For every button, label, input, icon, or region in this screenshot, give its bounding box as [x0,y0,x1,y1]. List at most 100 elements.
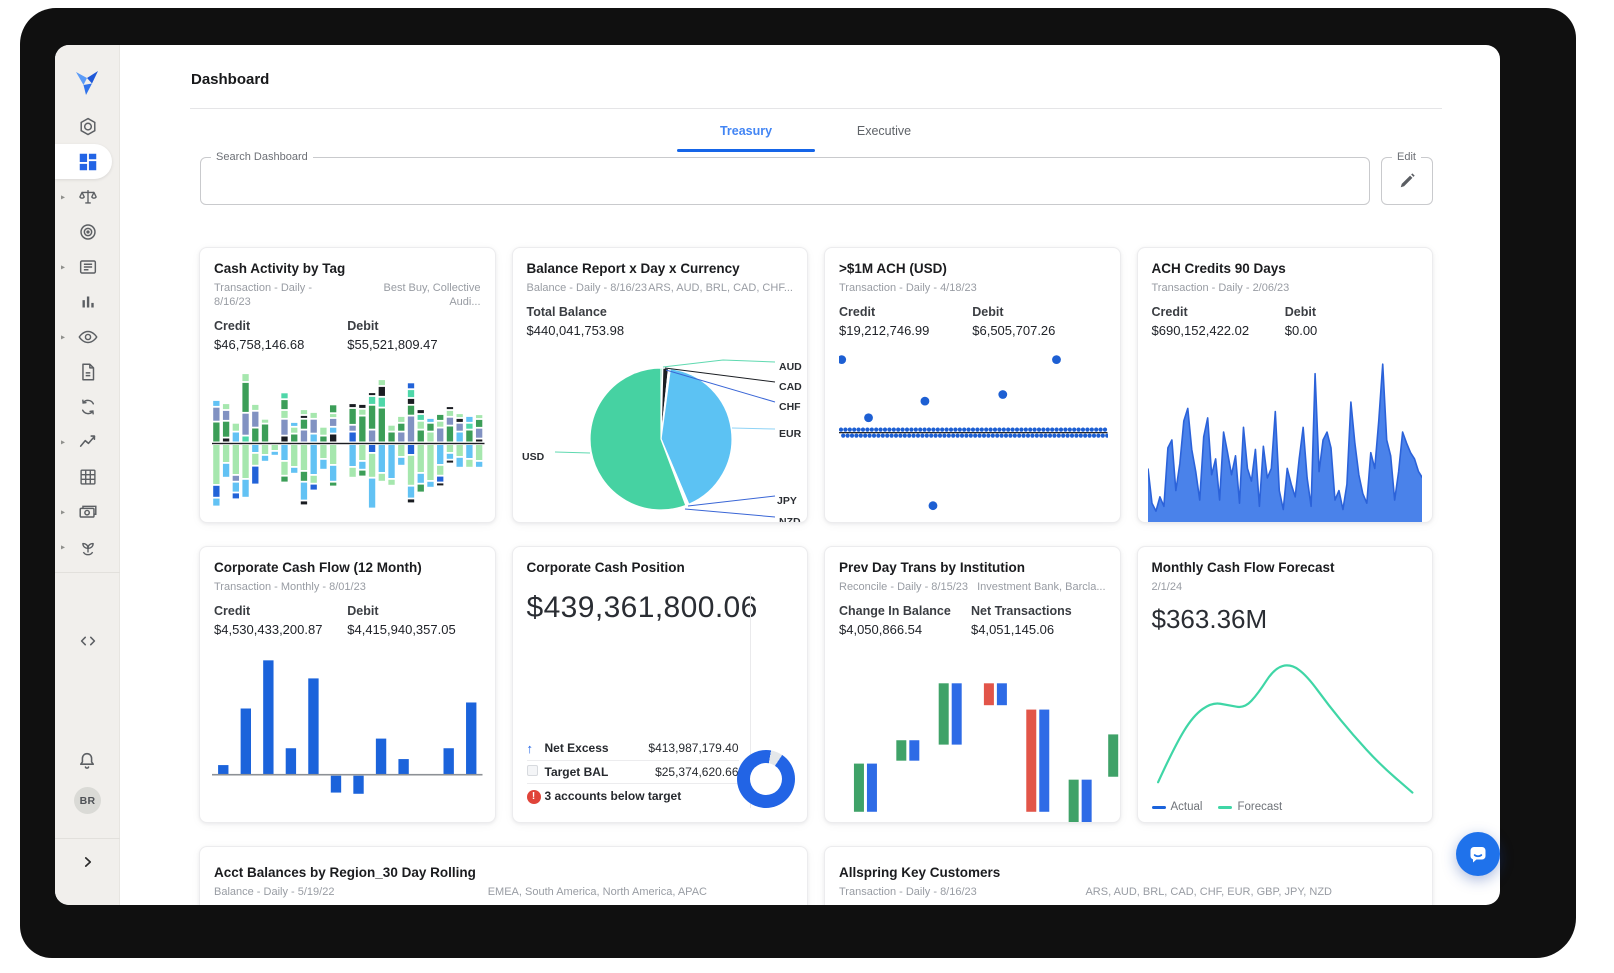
sidebar-item-dashboard[interactable] [55,144,120,179]
prev-day-floating-bar-chart [837,676,1120,822]
sidebar-item-goals[interactable] [55,214,120,249]
card-acct-balances-by-region[interactable]: Acct Balances by Region_30 Day Rolling B… [199,846,808,905]
cash-activity-stacked-bar-chart [212,370,485,520]
legend-forecast-dash [1218,805,1233,809]
trend-line-icon [77,431,99,453]
alert-icon: ! [526,788,545,804]
sidebar-item-integrations[interactable] [55,109,120,144]
card-title: ACH Credits 90 Days [1151,261,1286,276]
sidebar-item-forecasts[interactable]: ▸ [55,424,120,459]
sidebar-item-analytics[interactable] [55,284,120,319]
sidebar-item-payments[interactable]: ▸ [55,494,120,529]
sidebar-collapse-chevron-icon[interactable] [79,853,97,871]
target-checkbox-icon [526,765,545,779]
sidebar-item-developer[interactable] [55,623,120,658]
card-meta-left: Transaction - Daily - 8/16/23 [839,886,977,898]
debit-value: $55,521,809.47 [347,337,438,352]
notifications-bell-icon[interactable] [76,750,98,772]
card-title: Monthly Cash Flow Forecast [1151,560,1335,575]
card-corporate-cash-flow[interactable]: Corporate Cash Flow (12 Month) Transacti… [199,546,496,823]
total-balance-label: Total Balance [526,305,607,319]
legend-forecast-label: Forecast [1237,801,1283,813]
alert-label: 3 accounts below target [544,789,682,803]
card-title: Prev Day Trans by Institution [839,560,1026,575]
card-meta-right: ARS, AUD, BRL, CAD, CHF... [648,282,793,294]
balance-scale-icon [77,186,99,208]
card-1m-ach[interactable]: >$1M ACH (USD) Transaction - Daily - 4/1… [824,247,1121,523]
tab-treasury[interactable]: Treasury [677,113,815,152]
svg-text:AUD: AUD [779,361,802,373]
code-icon [77,630,99,652]
card-prev-day-trans[interactable]: Prev Day Trans by Institution Reconcile … [824,546,1121,823]
card-meta-right: EMEA, South America, North America, APAC [487,886,707,898]
card-cash-activity-by-tag[interactable]: Cash Activity by Tag Transaction - Daily… [199,247,496,523]
search-input[interactable] [201,158,1369,204]
vertical-divider [749,593,751,808]
cards-grid: Cash Activity by Tag Transaction - Daily… [199,247,1433,905]
svg-text:CAD: CAD [779,381,802,393]
sidebar: ▸ ▸ ▸ ▸ ▸ ▸ BR [55,45,120,905]
legend-actual-label: Actual [1170,801,1203,813]
tab-executive[interactable]: Executive [856,124,912,138]
main-content: Dashboard Treasury Executive Search Dash… [120,45,1500,905]
cash-position-amount: $439,361,800.06 [526,591,758,624]
document-icon [77,361,99,383]
card-meta-left: Balance - Daily - 8/16/23 [526,282,647,294]
sidebar-item-statements[interactable] [55,354,120,389]
sidebar-item-reports[interactable]: ▸ [55,249,120,284]
ach-credits-area-chart [1147,354,1422,522]
tab-bar: Treasury Executive [677,113,953,152]
target-bal-label: Target BAL [544,765,609,779]
chevron-expand-icon: ▸ [61,332,66,341]
cash-icon [77,501,99,523]
card-corporate-cash-position[interactable]: Corporate Cash Position $439,361,800.06 … [511,546,808,823]
user-avatar[interactable]: BR [74,787,101,814]
sidebar-item-watchlist[interactable]: ▸ [55,319,120,354]
total-balance-value: $440,041,753.98 [526,323,625,338]
cash-position-donut-chart [737,750,795,808]
ach-scatter-chart [839,348,1108,514]
card-monthly-forecast[interactable]: Monthly Cash Flow Forecast 2/1/24 $363.3… [1136,546,1433,823]
sidebar-divider [55,572,120,573]
credit-label: Credit [214,319,251,333]
chart-legend: Actual Forecast [1151,801,1283,813]
net-transactions-value: $4,051,145.06 [971,622,1055,637]
debit-value: $6,505,707.26 [972,323,1056,338]
header-divider [190,108,1442,109]
forecast-line-chart [1150,649,1421,797]
debit-label: Debit [347,319,379,333]
hexagon-badge-icon [77,116,99,138]
card-balance-report[interactable]: Balance Report x Day x Currency Balance … [511,247,808,523]
card-meta-left: Transaction - Daily - 2/06/23 [1151,282,1290,294]
chevron-expand-icon: ▸ [61,507,66,516]
sidebar-divider-bottom [55,838,120,839]
debit-value: $0.00 [1284,323,1318,338]
credit-value: $19,212,746.99 [839,323,930,338]
chat-launcher[interactable] [1456,832,1500,876]
pencil-icon [1397,171,1417,191]
sync-arrows-icon [77,396,99,418]
debit-label: Debit [1284,305,1316,319]
dashboard-search: Search Dashboard [200,151,1370,205]
card-title: Allspring Key Customers [839,865,1001,880]
card-allspring-key-customers[interactable]: Allspring Key Customers Transaction - Da… [824,846,1433,905]
debit-value: $4,415,940,357.05 [347,622,456,637]
credit-value: $4,530,433,200.87 [214,622,323,637]
sidebar-item-reconcile[interactable] [55,389,120,424]
newspaper-icon [77,256,99,278]
card-ach-credits-90[interactable]: ACH Credits 90 Days Transaction - Daily … [1136,247,1433,523]
card-meta-left: Transaction - Daily - 8/16/23 [214,282,313,308]
card-title: Cash Activity by Tag [214,261,346,276]
sidebar-item-balances[interactable]: ▸ [55,179,120,214]
card-meta-left: Transaction - Monthly - 8/01/23 [214,581,366,593]
sidebar-item-tags[interactable]: ▸ [55,529,120,564]
credit-label: Credit [1151,305,1188,319]
sidebar-item-data[interactable] [55,459,120,494]
svg-text:EUR: EUR [779,428,802,440]
net-excess-label: Net Excess [544,741,609,755]
credit-label: Credit [839,305,876,319]
cash-flow-bar-chart [212,644,483,816]
debit-label: Debit [347,604,379,618]
alert-row: ! 3 accounts below target [526,784,739,808]
edit-button[interactable]: Edit [1381,151,1433,205]
